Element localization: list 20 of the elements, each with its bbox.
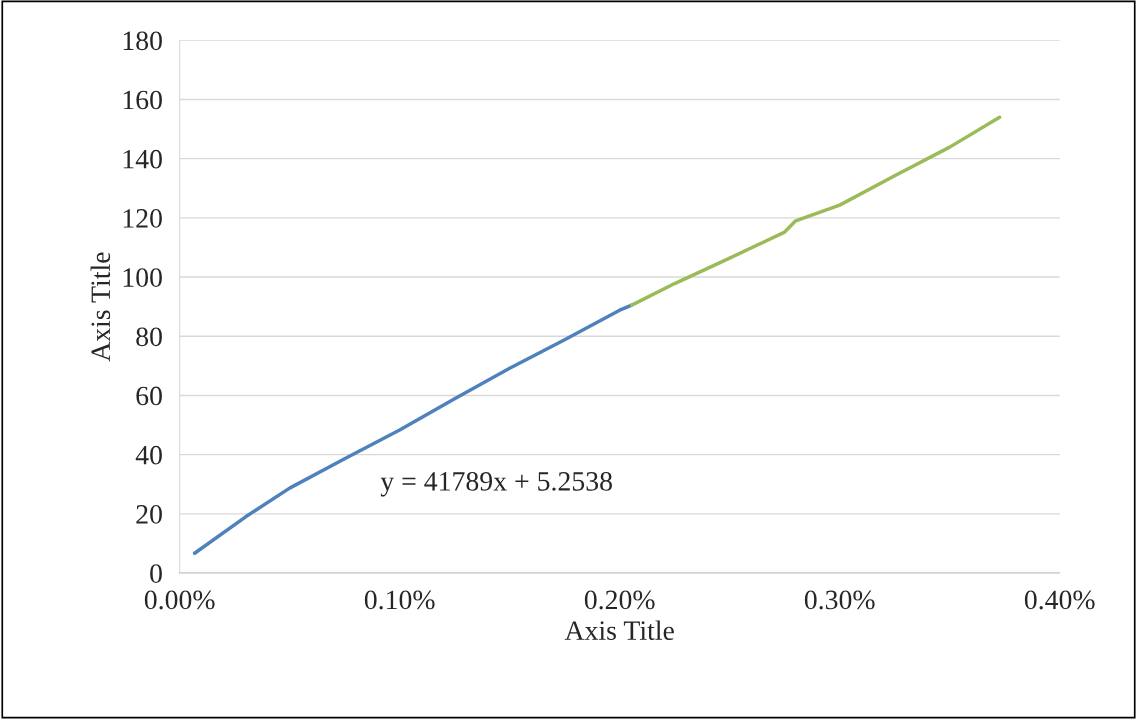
y-tick-label: 120 xyxy=(123,209,162,228)
y-tick-label: 180 xyxy=(123,31,162,51)
x-tick-label: 0.40% xyxy=(1024,590,1095,610)
y-axis-title: Axis Title xyxy=(90,252,111,362)
x-tick-label: 0.00% xyxy=(144,590,215,610)
x-tick-label: 0.20% xyxy=(584,590,655,610)
x-tick-label: 0.30% xyxy=(804,590,875,610)
x-axis-title: Axis Title xyxy=(564,620,674,640)
x-tick-label: 0.10% xyxy=(364,590,435,610)
y-tick-label: 20 xyxy=(136,505,162,524)
y-tick-label: 80 xyxy=(136,327,162,347)
y-tick-label: 0 xyxy=(150,564,162,583)
y-tick-label: 140 xyxy=(123,149,162,169)
line-series xyxy=(192,303,634,555)
annotation: y = 41789x + 5.2538 xyxy=(380,471,612,497)
line-series xyxy=(630,115,1002,307)
y-tick-label: 100 xyxy=(123,268,162,287)
y-tick-label: 40 xyxy=(135,445,162,465)
y-tick-label: 60 xyxy=(136,386,162,406)
y-tick-label: 160 xyxy=(123,90,162,110)
